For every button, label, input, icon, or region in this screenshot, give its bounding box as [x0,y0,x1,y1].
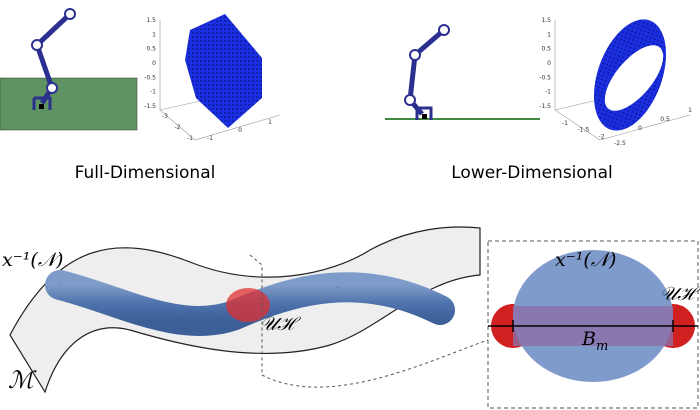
x-tick-label: -1 [187,135,193,142]
plot-full [159,14,281,141]
ball-label: Bm [581,328,608,354]
inset [487,240,699,409]
y-tick-label: -1 [207,135,213,142]
plot-lower [554,19,691,141]
y-tick-label: 0 [238,127,242,134]
x-tick-label: -2.5 [614,140,626,147]
preimage-label: x⁻¹(𝒩) [2,249,63,271]
x-tick-label: -1.5 [577,127,589,134]
z-tick-label: -1.5 [539,103,551,110]
y-tick-label: 0 [638,125,642,132]
ball-base: B [581,328,596,350]
z-tick-label: 0.5 [146,46,156,53]
z-tick-label: 0 [152,60,156,67]
ball-sub: m [596,339,608,354]
z-tick-label: 0.5 [541,46,551,53]
z-tick-label: 0 [547,60,551,67]
manifold [9,226,489,394]
z-tick-label: -1 [545,89,551,96]
robot-lower [385,24,540,120]
caption: Full-Dimensional [75,163,216,183]
x-tick-label: -3 [162,113,168,120]
z-tick-label: 1.5 [541,17,551,24]
manifold-label: ℳ [8,366,37,394]
z-tick-label: -1 [150,89,156,96]
z-tick-label: -0.5 [144,74,156,81]
caption: Lower-Dimensional [451,163,612,183]
x-tick-label: -2 [175,124,181,131]
y-tick-label: 0.5 [660,116,670,123]
z-tick-label: -0.5 [539,74,551,81]
y-tick-label: 1 [268,119,272,126]
robot-full [0,8,138,131]
z-tick-label: 1 [547,31,551,38]
inset-preimage-label: x⁻¹(𝒩) [555,249,616,271]
z-tick-label: -1.5 [144,103,156,110]
z-tick-label: 1 [152,31,156,38]
x-tick-label: -2 [599,133,605,140]
x-tick-label: -1 [562,120,568,127]
z-tick-label: 1.5 [146,17,156,24]
inset-uh-label: 𝒰ℋ [660,283,700,305]
uh-label: 𝒰ℋ [260,313,301,335]
y-tick-label: 1 [688,107,692,114]
